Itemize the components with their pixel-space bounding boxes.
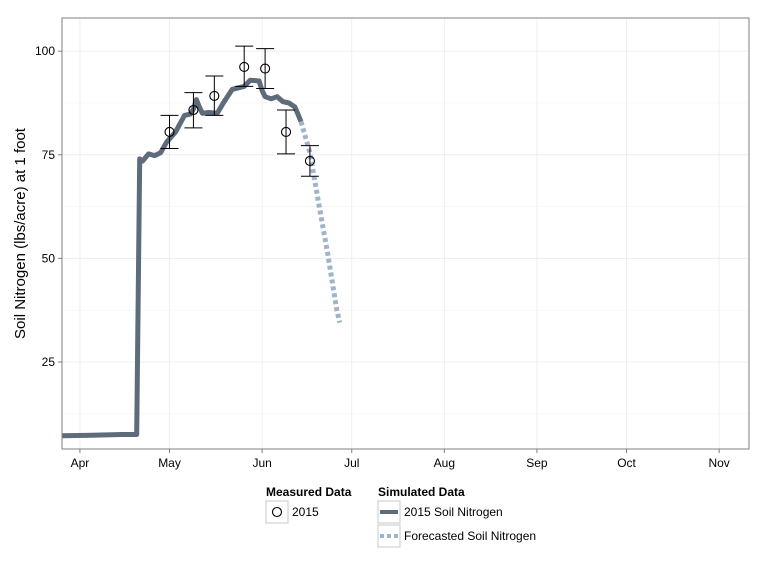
- forecast-nitrogen-line: [298, 120, 343, 324]
- x-tick-label: May: [158, 456, 181, 470]
- measured-point: [277, 109, 296, 155]
- legend: Measured Data 2015 Simulated Data 2015 S…: [265, 485, 536, 548]
- measured-point: [300, 145, 319, 177]
- measured-point: [256, 48, 275, 89]
- measured-circle: [280, 126, 292, 138]
- x-tick-label: Apr: [71, 456, 90, 470]
- x-axis: Apr May Jun Jul Aug Sep Oct Nov: [71, 449, 730, 470]
- measured-point: [160, 114, 179, 150]
- legend-simulated-title: Simulated Data: [378, 485, 465, 499]
- x-tick-label: Oct: [617, 456, 636, 470]
- series-layer: [61, 77, 343, 439]
- y-tick-label: 25: [42, 355, 56, 369]
- grid-lines: [62, 18, 749, 449]
- x-tick-label: Jul: [344, 456, 359, 470]
- measured-circle: [188, 104, 199, 116]
- y-tick-label: 100: [35, 44, 55, 58]
- y-tick-label: 50: [42, 251, 56, 265]
- legend-forecast-label: Forecasted Soil Nitrogen: [404, 529, 536, 543]
- measured-point: [184, 92, 203, 129]
- measured-circle: [239, 61, 250, 72]
- legend-simulated: Simulated Data 2015 Soil Nitrogen Foreca…: [377, 485, 536, 548]
- measured-circle: [164, 126, 175, 138]
- y-axis-label: Soil Nitrogen (lbs/acre) at 1 foot: [12, 127, 29, 339]
- simulated-nitrogen-line: [61, 77, 304, 439]
- legend-circle-icon: [271, 506, 283, 518]
- legend-key-measured: [265, 500, 289, 524]
- x-tick-label: Nov: [708, 456, 729, 470]
- measured-circle: [304, 155, 315, 167]
- plot-frame: [61, 17, 750, 450]
- legend-measured: Measured Data 2015: [265, 485, 352, 524]
- x-tick-label: Sep: [526, 456, 548, 470]
- legend-simulated-label: 2015 Soil Nitrogen: [404, 505, 503, 519]
- y-tick-label: 75: [42, 148, 56, 162]
- legend-measured-title: Measured Data: [266, 485, 352, 499]
- legend-measured-label: 2015: [292, 505, 319, 519]
- measured-point: [205, 75, 224, 116]
- x-tick-label: Jun: [252, 456, 271, 470]
- y-axis: 25 50 75 100: [35, 44, 62, 369]
- measured-layer: [160, 45, 319, 177]
- x-tick-label: Aug: [434, 456, 455, 470]
- measured-point: [235, 45, 254, 87]
- measured-circle: [209, 90, 220, 101]
- measured-circle: [260, 63, 271, 74]
